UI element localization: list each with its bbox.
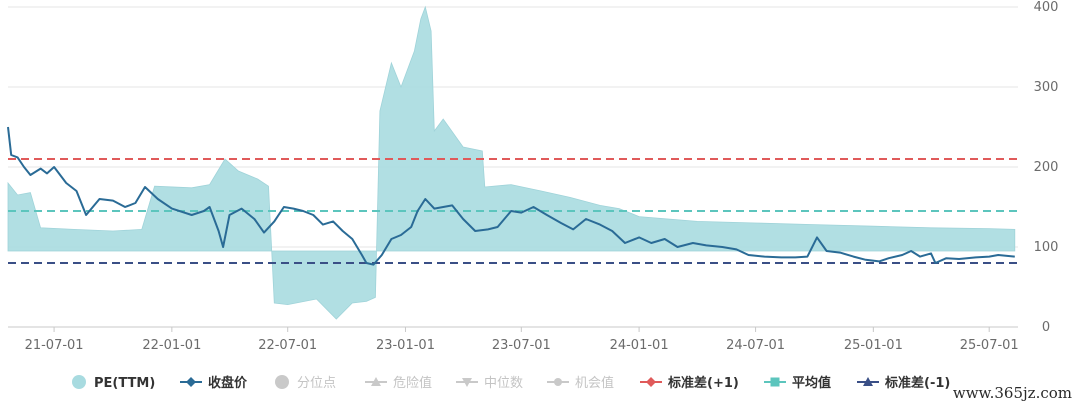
x-tick-label: 25-01-01	[844, 338, 903, 353]
legend-label: 危险值	[393, 375, 432, 391]
legend-marker-diamond	[186, 377, 196, 387]
legend-label: 平均值	[792, 375, 831, 391]
legend-item[interactable]: 机会值	[547, 375, 614, 391]
legend-item[interactable]: PE(TTM)	[72, 375, 155, 391]
y-tick-label: 100	[1034, 240, 1059, 255]
legend-label: PE(TTM)	[94, 376, 155, 391]
legend-item[interactable]: 平均值	[764, 375, 831, 391]
x-tick-label: 23-01-01	[376, 338, 435, 353]
legend-marker-circle	[72, 375, 86, 389]
legend-item[interactable]: 收盘价	[180, 375, 248, 391]
pe-area-layer	[7, 5, 1016, 320]
legend-marker-square	[770, 377, 780, 387]
legend-marker-triangle-up	[371, 377, 381, 386]
x-tick-label: 24-01-01	[610, 338, 669, 353]
close-price-line	[7, 126, 1015, 266]
y-tick-label: 200	[1034, 160, 1059, 175]
pe-ttm-area	[7, 5, 1016, 320]
legend-marker-dot	[554, 378, 562, 386]
legend-item[interactable]: 危险值	[365, 375, 432, 391]
legend-label: 机会值	[575, 375, 614, 391]
axes: 0 100 200 300 400 21-07-01 22-01-01 22-07-01 23-…	[25, 0, 1059, 353]
y-tick-label: 400	[1034, 0, 1059, 15]
legend[interactable]: PE(TTM) 收盘价 分位点 危险值 中位数 机会值 标准差(+1) 平均值 标准差(-1)	[72, 375, 950, 391]
legend-label: 标准差(-1)	[884, 375, 950, 391]
legend-item[interactable]: 标准差(+1)	[640, 375, 739, 391]
y-tick-label: 300	[1034, 80, 1059, 95]
legend-marker-diamond	[646, 377, 656, 387]
x-tick-label: 21-07-01	[25, 338, 84, 353]
legend-label: 标准差(+1)	[667, 375, 739, 391]
legend-label: 收盘价	[208, 375, 248, 391]
legend-label: 中位数	[484, 376, 523, 391]
x-tick-label: 22-01-01	[142, 338, 201, 353]
x-tick-label: 25-07-01	[960, 338, 1019, 353]
legend-item[interactable]: 标准差(-1)	[857, 375, 950, 391]
gridlines	[8, 6, 1018, 328]
legend-marker-circle	[275, 375, 289, 389]
legend-item[interactable]: 分位点	[275, 375, 336, 391]
legend-label: 分位点	[297, 376, 336, 391]
y-tick-label: 0	[1042, 320, 1050, 335]
legend-item[interactable]: 中位数	[456, 376, 523, 391]
legend-marker-triangle-up	[863, 377, 873, 386]
watermark-text: www.365jz.com	[953, 384, 1072, 402]
x-tick-label: 22-07-01	[258, 338, 317, 353]
x-tick-label: 24-07-01	[726, 338, 785, 353]
close-price-layer	[7, 126, 1015, 266]
legend-marker-triangle-down	[462, 378, 472, 387]
x-tick-label: 23-07-01	[492, 338, 551, 353]
